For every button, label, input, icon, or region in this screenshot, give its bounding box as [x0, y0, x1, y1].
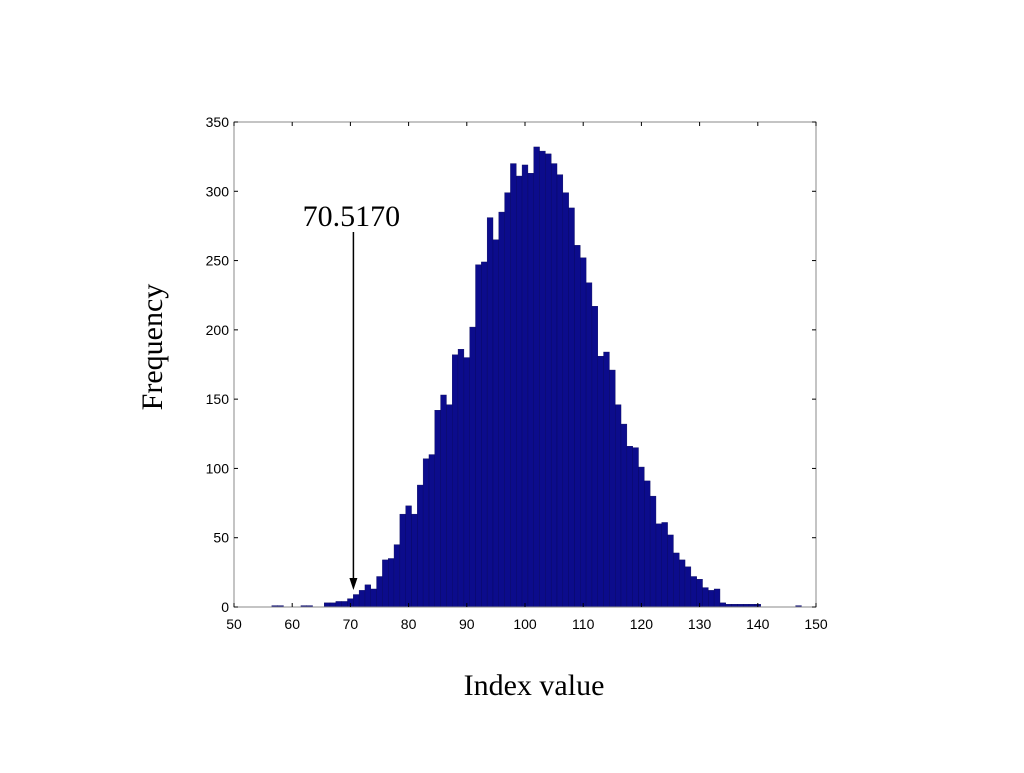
x-tick-label: 90 — [459, 616, 475, 632]
histogram-bar — [684, 566, 692, 608]
x-tick-label: 110 — [572, 616, 595, 632]
histogram-bar — [428, 454, 435, 608]
histogram-bar — [329, 602, 337, 608]
histogram-bar — [708, 590, 715, 608]
histogram-bar — [335, 601, 342, 608]
histogram-bar — [638, 466, 645, 608]
histogram-bar — [679, 559, 686, 608]
histogram-bar — [673, 552, 680, 608]
x-tick-label: 50 — [226, 616, 242, 632]
histogram-bar — [481, 261, 488, 608]
histogram-bar — [341, 601, 348, 608]
histogram-bar — [620, 423, 628, 608]
histogram-bar — [603, 351, 610, 608]
y-axis-label: Frequency — [136, 284, 169, 411]
histogram-bar — [498, 211, 505, 608]
histogram-bar — [580, 257, 587, 608]
y-tick-label: 100 — [206, 460, 230, 476]
histogram-bar — [562, 192, 569, 608]
histogram-bar — [469, 326, 476, 608]
histogram-bar — [405, 505, 412, 608]
x-tick-label: 100 — [513, 616, 537, 632]
histogram-bar — [364, 584, 371, 608]
histogram-bar — [486, 217, 494, 608]
histogram-bar — [690, 576, 697, 608]
y-tick-label: 250 — [206, 253, 230, 269]
histogram-bar — [609, 369, 616, 608]
x-tick-label: 70 — [343, 616, 359, 632]
histogram-bar — [568, 207, 575, 608]
annotation-label: 70.5170 — [303, 200, 401, 233]
histogram-bar — [393, 544, 401, 608]
histogram-bar — [417, 484, 424, 608]
histogram-bar — [463, 357, 470, 608]
histogram-bar — [667, 534, 674, 608]
histogram-bar — [615, 404, 622, 608]
histogram-bar — [713, 588, 721, 608]
histogram-bar — [504, 192, 511, 608]
annotation-group: 70.5170 — [303, 200, 401, 590]
x-tick-label: 60 — [284, 616, 300, 632]
histogram-bar — [353, 594, 360, 608]
histogram-bar — [545, 153, 552, 608]
histogram-bar — [510, 163, 517, 608]
histogram-bar — [585, 282, 593, 608]
histogram-bar — [550, 163, 558, 608]
histogram-bar — [411, 513, 418, 608]
x-tick-label: 150 — [804, 616, 828, 632]
histogram-bar — [632, 447, 639, 608]
y-tick-label: 50 — [213, 530, 229, 546]
histogram-bar — [492, 239, 500, 608]
x-tick-label: 130 — [688, 616, 712, 632]
ticks-group: 50 60 70 80 90 100 110 120 130 140 150050100150200… — [206, 114, 828, 632]
histogram-bar — [702, 587, 709, 608]
histogram-bar — [358, 590, 366, 608]
histogram-bar — [382, 559, 389, 608]
histogram-bar — [452, 354, 459, 608]
histogram-bar — [422, 458, 430, 608]
histogram-bar — [475, 264, 482, 608]
histogram-bar — [376, 576, 383, 608]
histogram-bar — [527, 173, 534, 608]
bars-group — [271, 146, 802, 608]
histogram-bar — [516, 175, 523, 608]
histogram-bar — [388, 558, 395, 608]
histogram-bar — [644, 480, 651, 608]
histogram-bar — [655, 523, 662, 608]
histogram-bar — [556, 174, 564, 608]
y-tick-label: 200 — [206, 322, 230, 338]
histogram-bar — [324, 602, 331, 608]
histogram-bar — [434, 410, 441, 608]
histogram-bar — [446, 404, 453, 608]
y-tick-label: 350 — [206, 114, 230, 130]
histogram-bar — [597, 355, 604, 608]
histogram-bar — [574, 245, 581, 608]
histogram-bar — [457, 349, 465, 608]
histogram-bar — [661, 522, 668, 608]
histogram-bar — [539, 150, 546, 608]
histogram-bar — [591, 306, 598, 608]
histogram-bar — [521, 164, 529, 608]
y-tick-label: 0 — [221, 599, 229, 615]
histogram-bar — [626, 446, 633, 608]
histogram-bar — [649, 495, 657, 608]
histogram-bar — [370, 588, 377, 608]
x-tick-label: 120 — [630, 616, 654, 632]
histogram-bar — [719, 602, 726, 608]
y-tick-label: 300 — [206, 183, 230, 199]
histogram-bar — [696, 579, 703, 608]
histogram-bar — [533, 146, 540, 608]
annotation-arrow-head — [349, 578, 358, 590]
y-tick-label: 150 — [206, 391, 230, 407]
histogram-bar — [440, 394, 447, 608]
x-tick-label: 80 — [401, 616, 417, 632]
x-tick-label: 140 — [746, 616, 770, 632]
x-axis-label: Index value — [464, 669, 605, 702]
histogram-bar — [399, 513, 406, 608]
